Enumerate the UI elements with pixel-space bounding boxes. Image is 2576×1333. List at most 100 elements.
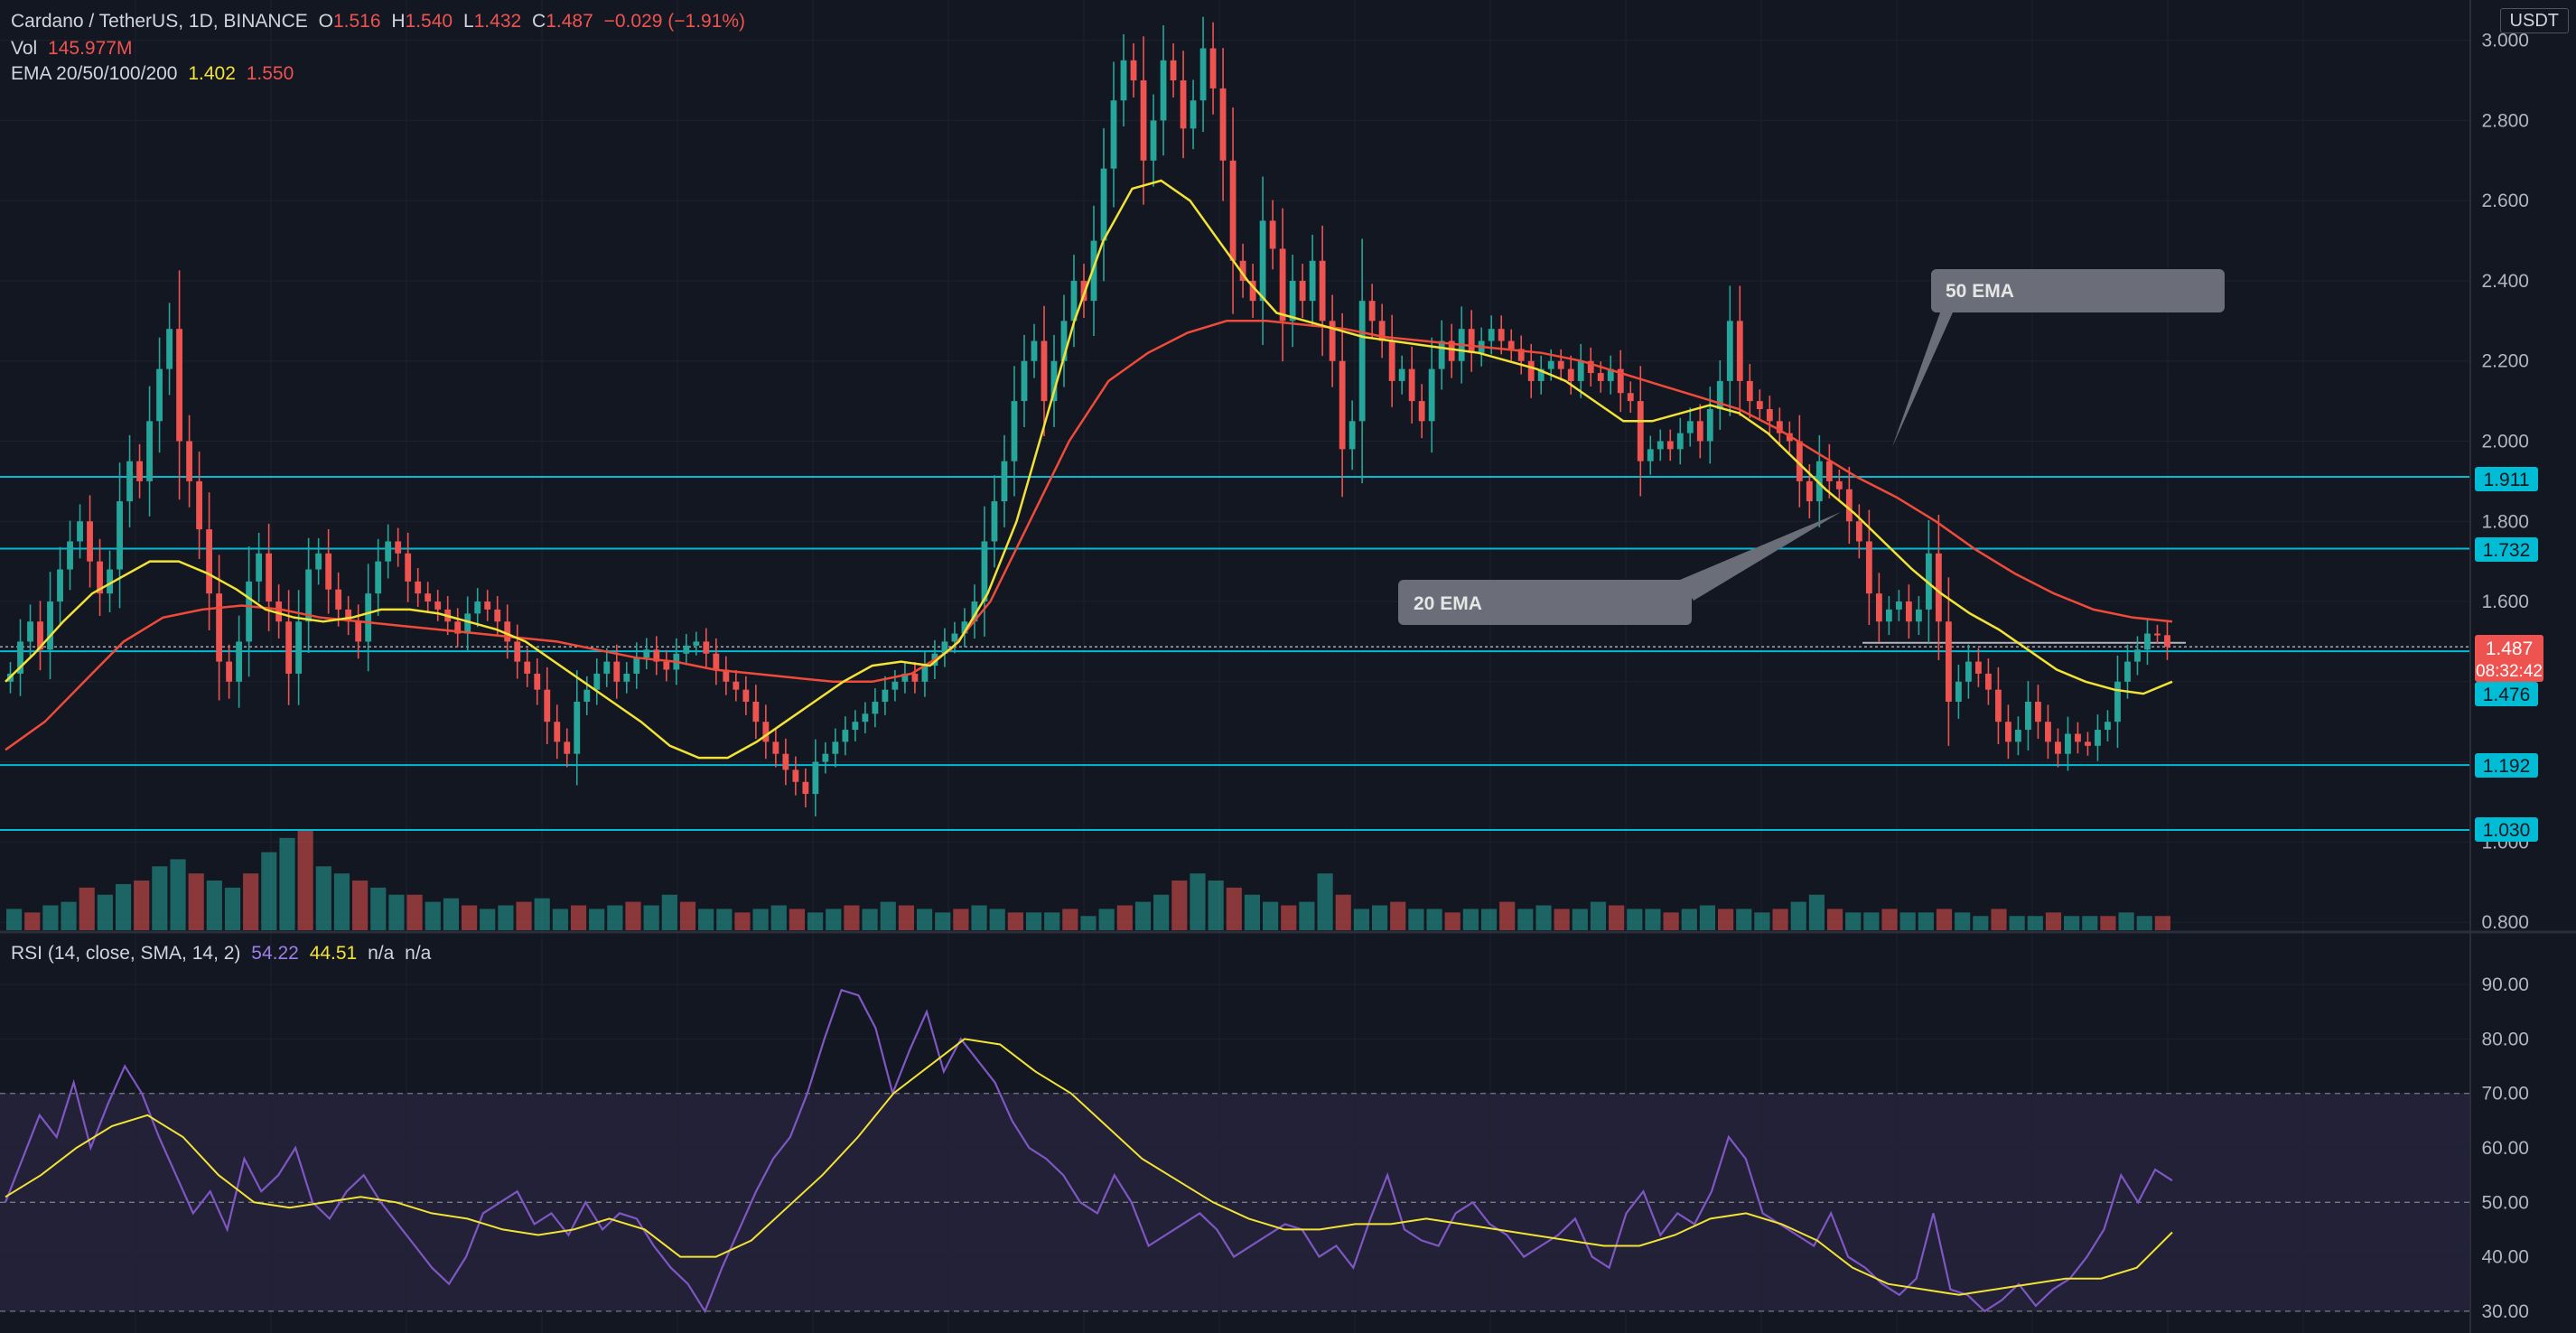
candle-body: [1050, 360, 1058, 402]
volume-bar: [679, 901, 696, 930]
volume-bar: [770, 905, 787, 930]
volume-bar: [2009, 916, 2025, 930]
candle-body: [176, 329, 182, 442]
callout-20ema[interactable]: 20 EMA: [1398, 512, 1841, 625]
volume-bar: [589, 909, 605, 930]
volume-bar: [1663, 912, 1679, 930]
candle-body: [236, 641, 243, 682]
price-tick-label: 2.800: [2481, 110, 2529, 131]
candle-body: [1676, 433, 1684, 450]
volume-bar: [1044, 912, 1060, 930]
volume-bar: [1790, 901, 1806, 930]
high-value: 1.540: [405, 11, 453, 32]
volume-bar: [243, 873, 259, 930]
candle-body: [633, 657, 640, 674]
price-tick-label: 1.800: [2481, 511, 2529, 532]
rsi-legend[interactable]: RSI (14, close, SMA, 14, 2) 54.22 44.51 …: [11, 941, 436, 965]
candle-body: [206, 529, 213, 594]
candle-body: [146, 421, 153, 481]
candle-body: [365, 593, 372, 642]
candle-body: [842, 730, 849, 742]
candle-body: [1766, 408, 1773, 422]
candle-body: [1368, 301, 1376, 322]
candle-body: [882, 689, 889, 702]
candle-body: [693, 641, 700, 646]
candle-body: [1269, 220, 1276, 249]
volume-bar: [1863, 912, 1880, 930]
candle-body: [603, 661, 611, 674]
candle-body: [2144, 633, 2151, 650]
volume-bar: [61, 901, 77, 930]
volume-bar: [643, 905, 659, 930]
level-tag-1192-text: 1.192: [2483, 756, 2531, 777]
candle-body: [941, 641, 948, 654]
candle-body: [1408, 368, 1415, 402]
candle-body: [2114, 681, 2121, 722]
volume-bar: [79, 887, 95, 930]
candle-body: [911, 673, 919, 682]
volume-bar: [1918, 912, 1934, 930]
candle-body: [266, 553, 273, 602]
candle-body: [1974, 661, 1982, 674]
volume-bar: [461, 905, 478, 930]
candle-body: [1070, 280, 1078, 322]
volume-bar: [1808, 894, 1825, 930]
candle-body: [852, 722, 859, 731]
candle-body: [1249, 280, 1256, 302]
price-tick-label: 2.200: [2481, 351, 2529, 372]
candle-body: [1120, 60, 1127, 101]
low-label: L: [462, 11, 474, 32]
candle-body: [891, 681, 899, 690]
ema20-line: [5, 179, 2173, 760]
volume-bar: [1007, 912, 1023, 930]
candle-body: [1815, 461, 1823, 502]
candle-body: [1150, 120, 1157, 161]
candle-body: [683, 645, 690, 654]
rsi-tick-label: 70.00: [2481, 1084, 2529, 1105]
volume-bar: [297, 831, 313, 930]
candle-body: [1825, 461, 1833, 481]
volume-bar: [425, 901, 441, 930]
candle-body: [514, 641, 521, 662]
ema20-value: 1.402: [188, 63, 236, 84]
rsi-tick-label: 90.00: [2481, 974, 2529, 995]
current-price-text: 1.487: [2486, 639, 2534, 659]
rsi-tick-label: 30.00: [2481, 1301, 2529, 1322]
volume-legend[interactable]: Vol 145.977M: [11, 36, 137, 61]
candle-body: [872, 702, 879, 714]
volume-bar: [1281, 905, 1297, 930]
level-tag-1030: 1.030: [2475, 817, 2538, 842]
candle-body: [1031, 340, 1038, 361]
volume-bar: [916, 909, 933, 930]
candle-body: [1935, 553, 1942, 622]
candle-body: [2015, 730, 2021, 742]
candle-body: [1299, 280, 1306, 302]
volume-bar: [1098, 909, 1115, 930]
level-tag-1732: 1.732: [2475, 537, 2538, 562]
symbol-title[interactable]: Cardano / TetherUS, 1D, BINANCE: [11, 11, 308, 32]
candle-body: [1527, 360, 1535, 381]
callout-50ema[interactable]: 50 EMA: [1892, 269, 2225, 447]
candle-body: [723, 669, 730, 682]
currency-tag[interactable]: USDT: [2499, 8, 2569, 33]
rsi-axis[interactable]: 90.00 80.00 70.00 60.00 50.00 40.00 30.00: [2481, 974, 2529, 1322]
ema-legend[interactable]: EMA 20/50/100/200 1.402 1.550: [11, 61, 299, 86]
rsi-label: RSI (14, close, SMA, 14, 2): [11, 943, 241, 964]
candle-body: [901, 673, 909, 682]
volume-bar: [2027, 916, 2043, 930]
price-tick-label: 3.000: [2481, 31, 2529, 51]
candle-body: [742, 689, 750, 702]
candle-body: [792, 769, 799, 782]
volume-bar: [552, 909, 568, 930]
volume-bar: [115, 883, 132, 930]
candle-body: [166, 329, 173, 369]
volume-bar: [1153, 894, 1170, 930]
volume-bar: [1881, 909, 1898, 930]
volume-bar: [1590, 901, 1607, 930]
candle-body: [2045, 722, 2051, 742]
candle-body: [57, 569, 63, 602]
candle-body: [1041, 340, 1048, 402]
candle-body: [1358, 301, 1366, 422]
rsi-value: 54.22: [251, 943, 299, 964]
